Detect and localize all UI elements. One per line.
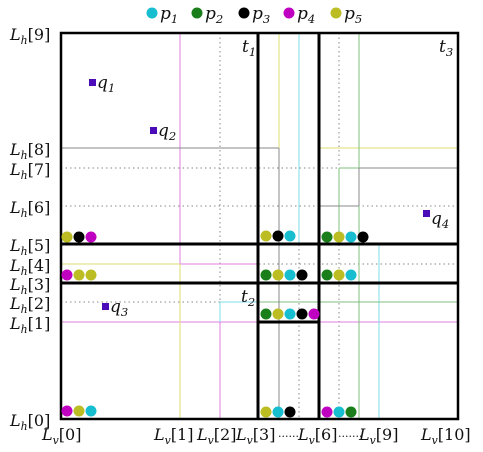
marker-p5	[260, 406, 272, 418]
query-point-q3	[102, 303, 109, 310]
marker-p5	[61, 231, 73, 243]
y-label: Lh[4]	[9, 256, 50, 278]
tile-label-t3: t3	[439, 37, 453, 59]
query-label-q1: q1	[97, 73, 115, 95]
x-axis-labels: Lv[0] Lv[1] Lv[2] Lv[3] Lv[6] Lv[9] Lv[1…	[41, 425, 471, 447]
marker-p4	[61, 269, 73, 281]
y-label: Lh[7]	[9, 160, 50, 182]
legend-marker-p2	[191, 7, 203, 19]
marker-p1	[345, 269, 357, 281]
marker-p4	[85, 231, 97, 243]
marker-p1	[272, 406, 284, 418]
legend-marker-p3	[238, 7, 250, 19]
marker-p3	[357, 231, 369, 243]
marker-p2	[345, 406, 357, 418]
query-point-q2	[150, 127, 157, 134]
marker-p5	[73, 269, 85, 281]
marker-p4	[308, 308, 320, 320]
legend-marker-p4	[283, 7, 295, 19]
marker-p2	[321, 231, 333, 243]
legend-marker-p1	[146, 7, 158, 19]
marker-p1	[333, 406, 345, 418]
x-ellipsis: .......	[278, 427, 302, 440]
marker-p3	[284, 406, 296, 418]
marker-p4	[61, 405, 73, 417]
y-label: Lh[6]	[9, 198, 50, 220]
marker-p4	[321, 406, 333, 418]
y-label: Lh[0]	[9, 411, 50, 433]
y-label: Lh[1]	[9, 314, 50, 336]
marker-p3	[73, 231, 85, 243]
marker-p5	[333, 231, 345, 243]
x-label: Lv[2]	[196, 425, 236, 447]
tile-boundaries	[59, 31, 460, 421]
tile-markers	[61, 230, 369, 418]
query-label-q3: q3	[110, 297, 128, 319]
legend-label-p2: p2	[205, 4, 223, 26]
legend-label-p4: p4	[297, 4, 315, 26]
marker-p5	[73, 405, 85, 417]
x-label: Lv[10]	[420, 425, 471, 447]
query-points: q1 q2 q3 q4	[89, 73, 449, 319]
x-label: Lv[0]	[41, 425, 81, 447]
marker-p1	[284, 269, 296, 281]
marker-p1	[284, 230, 296, 242]
x-label: Lv[9]	[358, 425, 398, 447]
marker-p5	[333, 269, 345, 281]
legend: p1 p2 p3 p4 p5	[146, 4, 362, 26]
marker-p5	[85, 269, 97, 281]
tile-labels: t1 t3 t2	[241, 37, 453, 309]
x-label: Lv[6]	[297, 425, 337, 447]
interval-lines	[61, 33, 458, 419]
marker-p5	[272, 269, 284, 281]
legend-label-p3: p3	[252, 4, 270, 26]
marker-p5	[260, 230, 272, 242]
y-label: Lh[9]	[9, 25, 50, 47]
x-label: Lv[1]	[153, 425, 193, 447]
marker-p1	[85, 405, 97, 417]
x-ellipsis: .......	[338, 427, 362, 440]
marker-p5	[272, 308, 284, 320]
query-point-q4	[423, 210, 430, 217]
legend-marker-p5	[330, 7, 342, 19]
marker-p2	[321, 269, 333, 281]
legend-label-p1: p1	[160, 4, 178, 26]
y-label: Lh[3]	[9, 275, 50, 297]
y-label: Lh[5]	[9, 236, 50, 258]
y-label: Lh[2]	[9, 294, 50, 316]
marker-p1	[284, 308, 296, 320]
marker-p3	[296, 269, 308, 281]
query-label-q4: q4	[431, 209, 449, 231]
query-label-q2: q2	[158, 121, 176, 143]
x-label: Lv[3]	[235, 425, 275, 447]
query-point-q1	[89, 79, 96, 86]
y-label: Lh[8]	[9, 140, 50, 162]
tile-label-t2: t2	[241, 287, 255, 309]
marker-p2	[260, 308, 272, 320]
y-axis-labels: Lh[9] Lh[8] Lh[7] Lh[6] Lh[5] Lh[4] Lh[3…	[9, 25, 50, 433]
marker-p3	[272, 230, 284, 242]
tile-label-t1: t1	[242, 37, 256, 59]
marker-p2	[260, 269, 272, 281]
marker-p3	[296, 308, 308, 320]
marker-p1	[345, 231, 357, 243]
legend-label-p5: p5	[344, 4, 362, 26]
